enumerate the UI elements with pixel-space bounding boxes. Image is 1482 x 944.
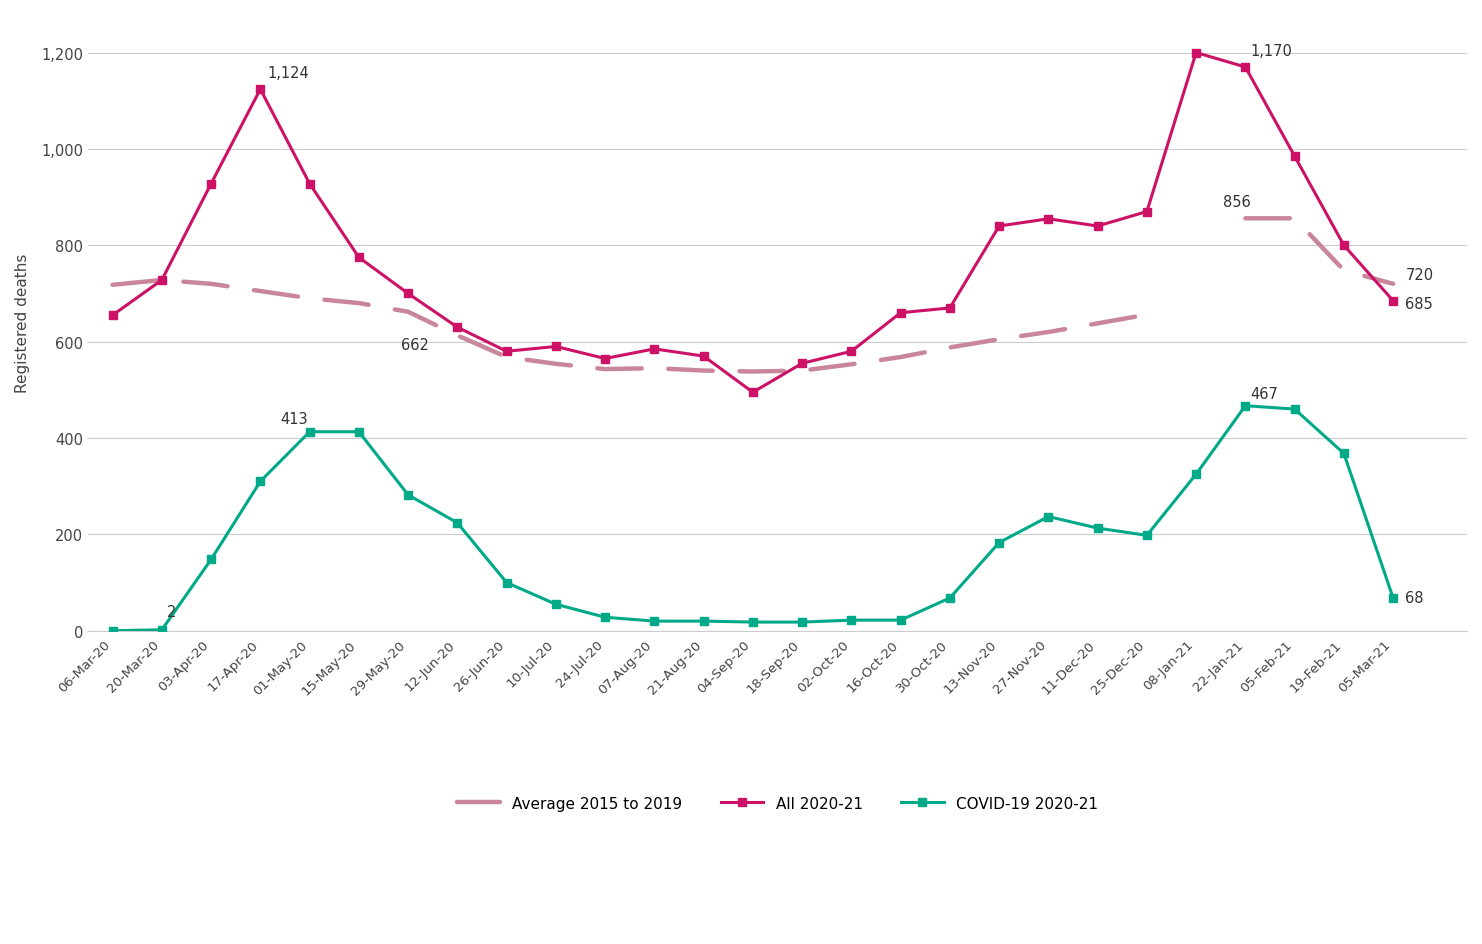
All 2020-21 (1236, 62, 1254, 74)
COVID-19 2020-21 (1286, 404, 1304, 415)
All 2020-21 (1089, 221, 1107, 232)
COVID-19 2020-21 (596, 612, 614, 623)
COVID-19 2020-21 (301, 427, 319, 438)
Line: Average 2015 to 2019: Average 2015 to 2019 (113, 219, 1393, 372)
COVID-19 2020-21 (646, 615, 664, 627)
COVID-19 2020-21 (202, 554, 219, 565)
COVID-19 2020-21 (547, 598, 565, 610)
COVID-19 2020-21 (744, 616, 762, 628)
Average 2015 to 2019 (153, 275, 170, 286)
Average 2015 to 2019 (1286, 213, 1304, 225)
Average 2015 to 2019 (1335, 265, 1353, 277)
All 2020-21 (350, 252, 368, 263)
COVID-19 2020-21 (498, 578, 516, 589)
All 2020-21 (646, 344, 664, 355)
All 2020-21 (399, 289, 416, 300)
Average 2015 to 2019 (1089, 318, 1107, 329)
Average 2015 to 2019 (1138, 310, 1156, 321)
Average 2015 to 2019 (990, 334, 1008, 346)
Average 2015 to 2019 (1039, 327, 1057, 338)
COVID-19 2020-21 (1335, 448, 1353, 460)
COVID-19 2020-21 (449, 517, 467, 529)
Average 2015 to 2019 (892, 352, 910, 363)
Average 2015 to 2019 (547, 359, 565, 370)
Text: 467: 467 (1251, 386, 1277, 401)
Text: 1,124: 1,124 (268, 66, 310, 81)
COVID-19 2020-21 (695, 615, 713, 627)
All 2020-21 (941, 303, 959, 314)
COVID-19 2020-21 (350, 427, 368, 438)
COVID-19 2020-21 (1138, 531, 1156, 542)
COVID-19 2020-21 (399, 490, 416, 501)
COVID-19 2020-21 (793, 616, 811, 628)
All 2020-21 (252, 84, 270, 95)
Average 2015 to 2019 (1384, 278, 1402, 290)
Text: 685: 685 (1405, 296, 1433, 312)
All 2020-21 (1187, 48, 1205, 59)
All 2020-21 (153, 275, 170, 286)
All 2020-21 (547, 342, 565, 353)
COVID-19 2020-21 (1384, 593, 1402, 604)
Average 2015 to 2019 (350, 298, 368, 310)
All 2020-21 (1039, 214, 1057, 226)
Average 2015 to 2019 (498, 352, 516, 363)
Average 2015 to 2019 (104, 279, 122, 291)
All 2020-21 (1138, 207, 1156, 218)
Text: 856: 856 (1223, 194, 1251, 210)
All 2020-21 (892, 308, 910, 319)
COVID-19 2020-21 (252, 476, 270, 487)
COVID-19 2020-21 (1089, 523, 1107, 534)
Average 2015 to 2019 (301, 294, 319, 305)
COVID-19 2020-21 (153, 624, 170, 635)
COVID-19 2020-21 (1236, 400, 1254, 412)
All 2020-21 (695, 351, 713, 362)
Average 2015 to 2019 (744, 366, 762, 378)
All 2020-21 (793, 359, 811, 370)
Average 2015 to 2019 (202, 278, 219, 290)
Text: 2: 2 (167, 604, 176, 619)
Text: 720: 720 (1405, 267, 1433, 282)
COVID-19 2020-21 (990, 537, 1008, 548)
Average 2015 to 2019 (252, 286, 270, 297)
Legend: Average 2015 to 2019, All 2020-21, COVID-19 2020-21: Average 2015 to 2019, All 2020-21, COVID… (451, 789, 1104, 817)
All 2020-21 (301, 178, 319, 190)
All 2020-21 (202, 178, 219, 190)
Text: 1,170: 1,170 (1251, 44, 1292, 59)
All 2020-21 (842, 346, 860, 358)
Text: 68: 68 (1405, 591, 1424, 606)
Average 2015 to 2019 (1236, 213, 1254, 225)
Line: COVID-19 2020-21: COVID-19 2020-21 (108, 402, 1398, 635)
COVID-19 2020-21 (892, 615, 910, 626)
All 2020-21 (990, 221, 1008, 232)
All 2020-21 (744, 387, 762, 398)
COVID-19 2020-21 (1039, 512, 1057, 523)
Average 2015 to 2019 (596, 364, 614, 376)
COVID-19 2020-21 (104, 626, 122, 637)
Average 2015 to 2019 (399, 307, 416, 318)
Average 2015 to 2019 (449, 330, 467, 342)
All 2020-21 (1335, 241, 1353, 252)
All 2020-21 (449, 322, 467, 333)
Average 2015 to 2019 (941, 343, 959, 354)
Y-axis label: Registered deaths: Registered deaths (15, 253, 30, 393)
Average 2015 to 2019 (646, 363, 664, 375)
All 2020-21 (596, 353, 614, 364)
All 2020-21 (1286, 151, 1304, 162)
Line: All 2020-21: All 2020-21 (108, 50, 1398, 396)
Text: 662: 662 (400, 337, 428, 352)
Text: 413: 413 (280, 412, 308, 427)
All 2020-21 (104, 311, 122, 322)
COVID-19 2020-21 (1187, 469, 1205, 480)
COVID-19 2020-21 (941, 593, 959, 604)
All 2020-21 (1384, 295, 1402, 307)
All 2020-21 (498, 346, 516, 358)
Average 2015 to 2019 (695, 365, 713, 377)
Average 2015 to 2019 (842, 360, 860, 371)
Average 2015 to 2019 (793, 365, 811, 377)
COVID-19 2020-21 (842, 615, 860, 626)
